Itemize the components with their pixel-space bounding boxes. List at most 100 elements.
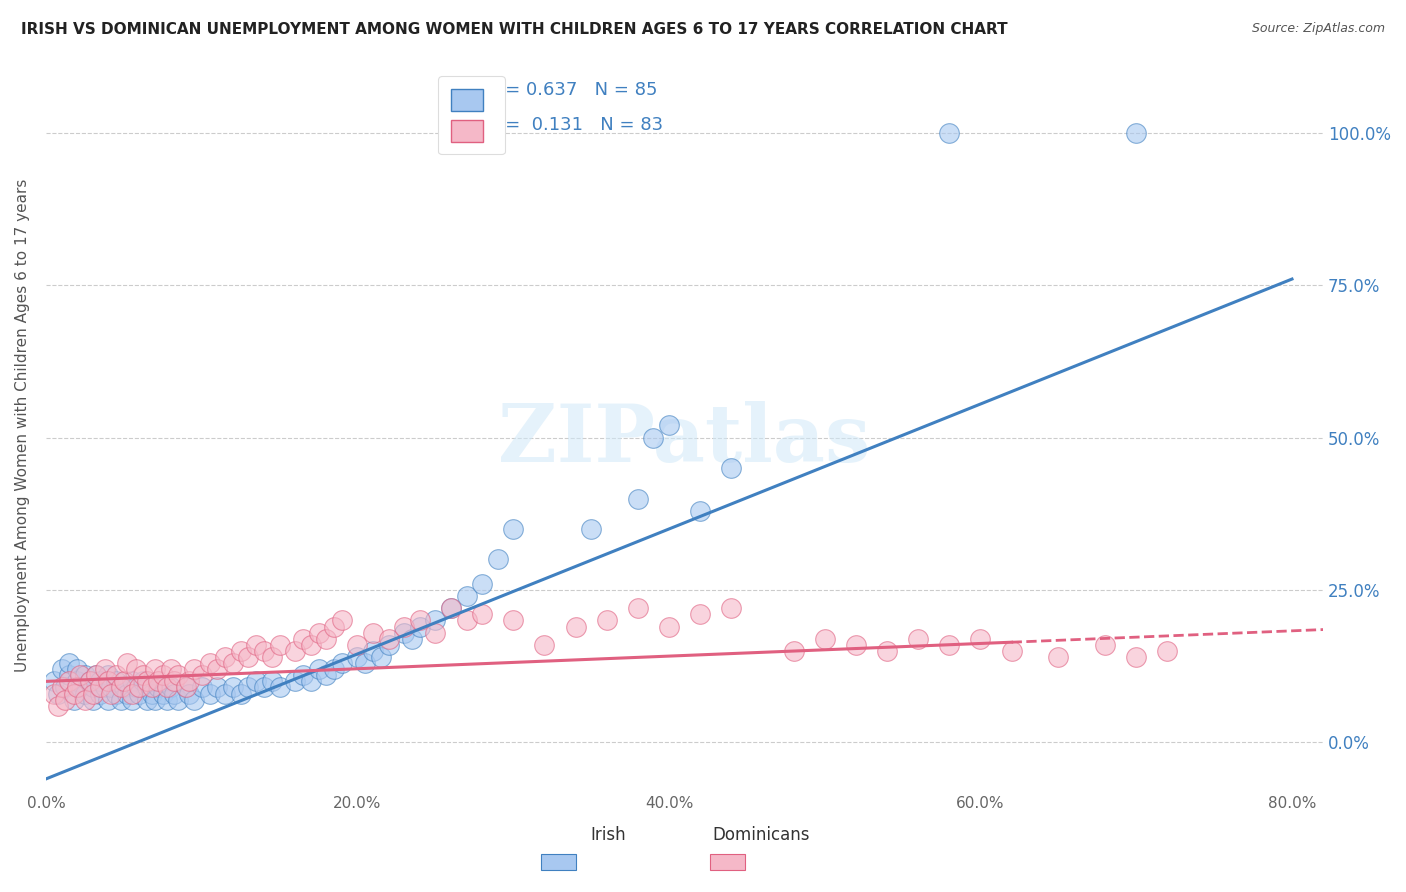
Point [79,674,101,689]
Point [1094,638,1116,652]
Point [814,632,837,646]
Point [112,681,135,695]
Point [152,668,174,682]
Point [1156,644,1178,658]
Point [115,687,138,701]
Point [425,625,447,640]
Text: R =  0.131   N = 83: R = 0.131 N = 83 [486,117,662,135]
Point [143,692,166,706]
Point [214,650,236,665]
Point [222,656,245,670]
Point [938,126,960,140]
Point [564,619,586,633]
Point [163,674,186,689]
Point [84,668,107,682]
Point [354,656,377,670]
Point [658,619,681,633]
Point [128,681,150,695]
Point [69,668,91,682]
Point [105,668,128,682]
Point [253,681,276,695]
Point [845,638,868,652]
Point [409,619,432,633]
Point [131,674,153,689]
Point [152,687,174,701]
Point [627,491,650,506]
Point [222,681,245,695]
Point [183,692,205,706]
Point [392,625,415,640]
Point [198,687,221,701]
Point [440,601,463,615]
Point [308,662,330,676]
Point [105,674,128,689]
Point [456,589,478,603]
Point [112,674,135,689]
Point [89,687,111,701]
Point [121,687,143,701]
Point [502,522,524,536]
Point [89,681,111,695]
Point [73,692,96,706]
Text: ZIPatlas: ZIPatlas [499,401,870,479]
Point [48,687,70,701]
Point [533,638,555,652]
Point [48,698,70,713]
Point [82,687,104,701]
Point [121,674,143,689]
Point [110,692,132,706]
Point [323,619,346,633]
Point [207,681,229,695]
Point [69,681,91,695]
Point [53,681,76,695]
Point [51,662,73,676]
Point [174,681,197,695]
Point [131,668,153,682]
Point [229,687,252,701]
Point [627,601,650,615]
Point [291,668,314,682]
Point [269,681,291,695]
Point [63,692,86,706]
Text: Source: ZipAtlas.com: Source: ZipAtlas.com [1251,22,1385,36]
Point [876,644,898,658]
Point [346,650,368,665]
Point [42,687,65,701]
Point [58,668,80,682]
Point [260,674,283,689]
Point [66,674,89,689]
Point [938,638,960,652]
Point [136,692,159,706]
Point [66,662,89,676]
Point [1125,650,1147,665]
Point [156,681,179,695]
Point [179,687,201,701]
Point [207,662,229,676]
Point [969,632,991,646]
Point [330,614,353,628]
Point [51,681,73,695]
Point [323,662,346,676]
Point [689,504,711,518]
Point [58,656,80,670]
Text: Dominicans: Dominicans [713,826,810,844]
Point [315,632,337,646]
Point [229,644,252,658]
Point [198,656,221,670]
Point [658,418,681,433]
Point [94,681,117,695]
Point [115,656,138,670]
Point [377,638,399,652]
Point [63,687,86,701]
Point [159,681,181,695]
Point [100,687,122,701]
Point [159,662,181,676]
Point [595,614,617,628]
Point [110,681,132,695]
Point [146,681,169,695]
Point [361,625,384,640]
Point [471,577,494,591]
Point [315,668,337,682]
Point [53,692,76,706]
Point [245,638,267,652]
